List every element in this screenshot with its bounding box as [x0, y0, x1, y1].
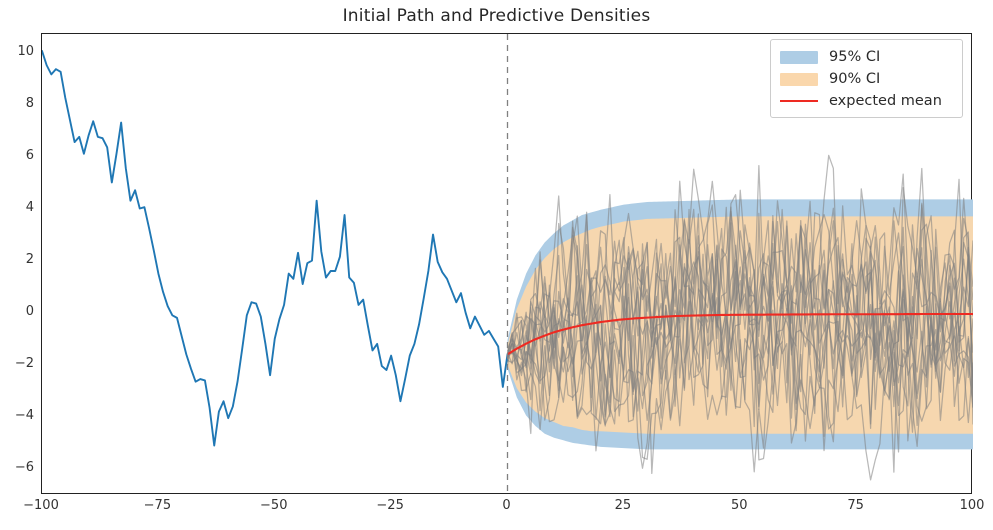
y-tick-label: −6	[14, 460, 34, 476]
y-tick-label: 10	[17, 43, 34, 59]
legend-label-95-ci: 95% CI	[829, 49, 881, 65]
y-tick-label: 8	[25, 95, 34, 111]
legend-label-90-ci: 90% CI	[829, 71, 881, 87]
simulated-path	[506, 180, 973, 425]
plot-area	[41, 33, 973, 495]
y-tick-label: −4	[14, 408, 34, 424]
simulated-path	[506, 204, 973, 435]
simulated-path	[506, 194, 973, 422]
y-tick-label: 6	[25, 147, 34, 163]
x-tick-label: 0	[502, 498, 511, 513]
y-tick-label: 2	[25, 251, 34, 267]
legend-item-90-ci: 90% CI	[780, 68, 953, 90]
chart-title: Initial Path and Predictive Densities	[342, 6, 651, 26]
x-tick-label: 75	[847, 498, 864, 513]
x-tick-label: 50	[730, 498, 748, 513]
legend-line-expected-mean	[780, 100, 818, 102]
x-tick-label: −100	[23, 498, 59, 513]
legend-item-95-ci: 95% CI	[780, 46, 953, 68]
x-tick-label: −25	[376, 498, 404, 513]
plot-canvas	[42, 34, 973, 495]
observed-path	[42, 49, 509, 447]
y-tick-label: −2	[14, 356, 34, 372]
x-tick-label: −50	[260, 498, 288, 513]
y-tick-label: 0	[25, 303, 34, 319]
simulated-path	[506, 208, 973, 473]
legend-item-expected-mean: expected mean	[780, 90, 953, 112]
simulated-path	[506, 195, 973, 481]
y-tick-label: 4	[25, 199, 34, 215]
x-tick-label: 100	[959, 498, 985, 513]
x-tick-label: 25	[614, 498, 632, 513]
expected-mean-path	[506, 312, 973, 356]
legend-swatch-90-ci	[780, 72, 818, 86]
simulated-path	[506, 165, 973, 452]
legend-label-expected-mean: expected mean	[829, 93, 942, 109]
expected-mean-line	[506, 312, 973, 356]
observed-path-line	[42, 49, 509, 447]
legend-swatch-95-ci	[780, 50, 818, 64]
chart-legend[interactable]: 95% CI 90% CI expected mean	[770, 39, 963, 118]
simulated-paths	[506, 154, 973, 481]
x-tick-label: −75	[143, 498, 172, 513]
